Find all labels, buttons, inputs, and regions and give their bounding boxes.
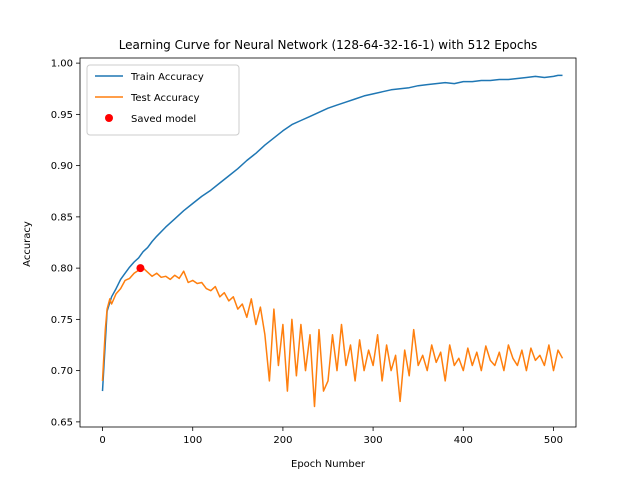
y-tick-label: 0.95: [51, 110, 73, 121]
series-line-0: [101, 74, 563, 392]
legend-box: [86, 64, 240, 136]
x-tick-label: 300: [364, 435, 383, 446]
plot-area: [79, 57, 577, 428]
legend-label: Train Accuracy: [130, 72, 204, 83]
y-tick-label: 1.00: [51, 59, 73, 70]
x-tick-label: 100: [183, 435, 202, 446]
series-line-1: [101, 267, 564, 408]
y-tick-label: 0.65: [51, 417, 73, 428]
y-tick-label: 0.75: [51, 315, 73, 326]
x-tick-label: 0: [99, 435, 105, 446]
legend-dot-swatch: [105, 114, 113, 122]
legend: Train Accuracy Test Accuracy Saved model: [86, 64, 240, 136]
x-axis: 0 100 200 300 400 500: [99, 427, 563, 446]
legend-label: Test Accuracy: [130, 93, 200, 104]
saved-model-marker: [136, 264, 145, 273]
y-axis-label: Accuracy: [22, 221, 33, 267]
plot-frame: [79, 57, 577, 428]
x-tick-label: 200: [273, 435, 292, 446]
y-tick-label: 0.80: [51, 264, 73, 275]
y-tick-label: 0.85: [51, 212, 73, 223]
x-axis-label: Epoch Number: [291, 459, 366, 470]
x-tick-label: 400: [454, 435, 473, 446]
chart-title: Learning Curve for Neural Network (128-6…: [119, 38, 538, 52]
x-tick-label: 500: [544, 435, 563, 446]
y-tick-label: 0.70: [51, 366, 73, 377]
y-tick-label: 0.90: [51, 161, 73, 172]
y-axis: 0.65 0.70 0.75 0.80 0.85 0.90 0.95 1.00: [51, 59, 80, 428]
legend-label: Saved model: [131, 114, 196, 125]
